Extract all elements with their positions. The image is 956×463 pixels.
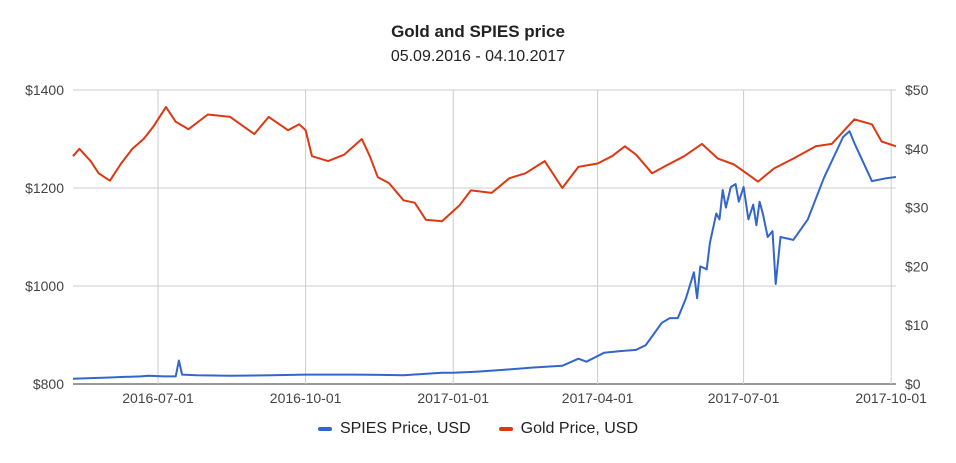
x-tick-label: 2017-07-01 [708,390,780,406]
x-tick-label: 2016-07-01 [122,390,194,406]
y-right-tick-label: $30 [905,200,929,216]
series-line-gold [72,106,897,223]
legend-item-spies[interactable]: SPIES Price, USD [317,420,471,438]
y-right-tick-label: $10 [905,317,929,333]
y-left-tick-label: $800 [33,376,64,392]
legend-label-spies: SPIES Price, USD [339,420,471,437]
legend-swatch-gold [498,427,513,431]
x-tick-label: 2017-10-01 [855,390,927,406]
legend: SPIES Price, USD Gold Price, USD [0,420,956,438]
legend-label-gold: Gold Price, USD [520,420,639,437]
legend-item-gold[interactable]: Gold Price, USD [498,420,639,438]
x-tick-label: 2017-01-01 [417,390,489,406]
y-right-tick-label: $50 [905,82,929,98]
series-lines [72,106,897,380]
y-right-tick-label: $40 [905,141,929,157]
y-left-tick-label: $1200 [25,180,64,196]
chart-subtitle: 05.09.2016 - 04.10.2017 [390,48,566,65]
x-tick-label: 2016-10-01 [270,390,342,406]
gridlines [73,89,896,385]
y-right-tick-label: $0 [905,376,921,392]
y-right-tick-label: $20 [905,258,929,274]
x-tick-label: 2017-04-01 [562,390,634,406]
chart-title: Gold and SPIES price [391,22,565,41]
series-line-spies [72,130,897,380]
y-left-tick-label: $1400 [25,82,64,98]
y-left-tick-label: $1000 [25,278,64,294]
axis-labels: $800 $1000 $1200 $1400 $0 $10 $20 $30 $40 $50 2016… [25,82,929,406]
legend-swatch-spies [317,427,332,431]
